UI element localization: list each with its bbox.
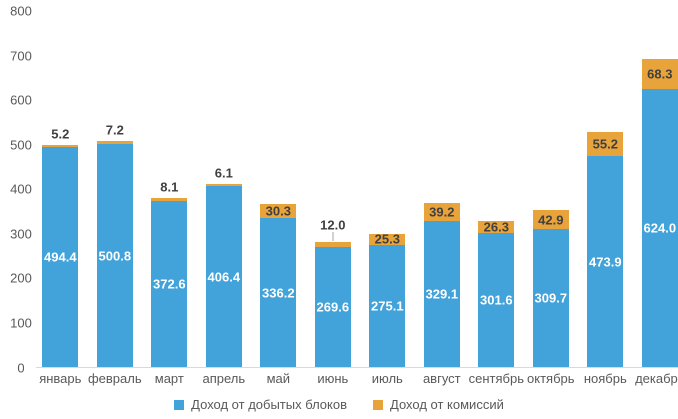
x-axis-label: июль (371, 371, 403, 386)
bar-segment-mined-blocks (205, 186, 242, 368)
x-axis-label: декабрь (635, 371, 678, 386)
bar-value-label-mined-blocks: 336.2 (262, 285, 295, 301)
x-axis-label: октябрь (527, 371, 575, 386)
x-axis-label: апрель (202, 371, 246, 386)
x-axis-label: январь (39, 371, 82, 386)
bar-segment-mined-blocks (587, 156, 624, 368)
y-axis-tick-label: 500 (10, 137, 32, 153)
legend-item-mined-blocks: Доход от добытых блоков (174, 398, 347, 411)
bar-segment-mined-blocks (641, 89, 678, 368)
y-axis-tick-label: 200 (10, 270, 32, 286)
bar-segment-mined-blocks (314, 247, 351, 368)
bar-value-label-commissions: 6.1 (214, 165, 233, 181)
legend: Доход от добытых блоков Доход от комисси… (0, 398, 678, 411)
bar-value-label-commissions: 68.3 (647, 66, 673, 82)
bar-segment-mined-blocks (42, 147, 79, 368)
y-axis-tick-label: 800 (10, 3, 32, 19)
x-axis-label: июнь (317, 371, 349, 386)
bar-segment-mined-blocks (423, 220, 460, 368)
bar-segment-commissions (423, 203, 460, 221)
bar-segment-mined-blocks (369, 244, 406, 368)
bar-segment-mined-blocks (478, 233, 515, 368)
x-axis-label: ноябрь (583, 371, 627, 386)
bar-segment-commissions (96, 141, 133, 145)
x-axis-label: март (154, 371, 184, 386)
bar-segment-commissions (369, 233, 406, 245)
bar-segment-commissions (260, 204, 297, 218)
bar-value-label-mined-blocks: 406.4 (207, 269, 241, 285)
bar-segment-mined-blocks (260, 217, 297, 368)
bar-value-label-mined-blocks: 473.9 (589, 254, 622, 270)
x-axis-line (36, 367, 678, 368)
bar-value-label-commissions: 26.3 (483, 219, 509, 235)
bar-value-label-commissions: 30.3 (265, 203, 291, 219)
y-axis-tick-label: 0 (17, 360, 25, 375)
bar-value-label-commissions: 55.2 (592, 136, 618, 152)
legend-label: Доход от комиссий (390, 397, 504, 412)
x-axis-label: август (422, 371, 461, 386)
bar-segment-commissions (478, 221, 515, 234)
legend-label: Доход от добытых блоков (191, 397, 348, 412)
bar-segment-commissions (151, 197, 188, 202)
bar-segment-commissions (532, 210, 569, 230)
bar-value-label-mined-blocks: 329.1 (425, 286, 459, 302)
bar-value-label-commissions: 12.0 (320, 217, 346, 233)
bar-value-label-commissions: 8.1 (160, 179, 179, 195)
legend-swatch-blue (174, 399, 185, 410)
bar-segment-mined-blocks (151, 201, 188, 368)
bar-value-label-mined-blocks: 301.6 (480, 292, 513, 308)
bar-value-label-mined-blocks: 500.8 (98, 248, 132, 264)
bar-value-label-mined-blocks: 275.1 (371, 298, 404, 314)
bar-segment-commissions (205, 183, 242, 187)
label-leader-line (332, 231, 334, 241)
bar-segment-mined-blocks (532, 229, 569, 368)
bar-value-label-commissions: 39.2 (429, 204, 455, 220)
y-axis-tick-label: 100 (10, 315, 32, 331)
bar-value-label-mined-blocks: 624.0 (643, 220, 677, 236)
bar-segment-commissions (314, 242, 351, 248)
bar-segment-commissions (42, 144, 79, 148)
bar-value-label-mined-blocks: 309.7 (534, 290, 568, 306)
legend-item-commissions: Доход от комиссий (373, 398, 504, 411)
bar-segment-mined-blocks (96, 144, 133, 368)
y-axis-tick-label: 400 (10, 181, 32, 197)
bar-value-label-mined-blocks: 372.6 (153, 276, 186, 292)
bar-segment-commissions (587, 131, 624, 157)
bar-segment-commissions (641, 58, 678, 90)
bar-value-label-commissions: 25.3 (374, 231, 400, 247)
x-axis-label: февраль (87, 371, 142, 386)
x-axis-label: май (266, 371, 291, 386)
bar-value-label-commissions: 7.2 (105, 122, 124, 138)
x-axis-label: сентябрь (468, 371, 524, 386)
bar-value-label-mined-blocks: 269.6 (316, 299, 350, 315)
legend-swatch-orange (373, 399, 384, 410)
bar-value-label-mined-blocks: 494.4 (44, 249, 77, 265)
y-axis-tick-label: 700 (10, 48, 32, 64)
y-axis-tick-label: 600 (10, 92, 32, 108)
y-axis-tick-label: 300 (10, 226, 32, 242)
bar-value-label-commissions: 5.2 (51, 126, 70, 142)
bar-value-label-commissions: 42.9 (538, 212, 564, 228)
